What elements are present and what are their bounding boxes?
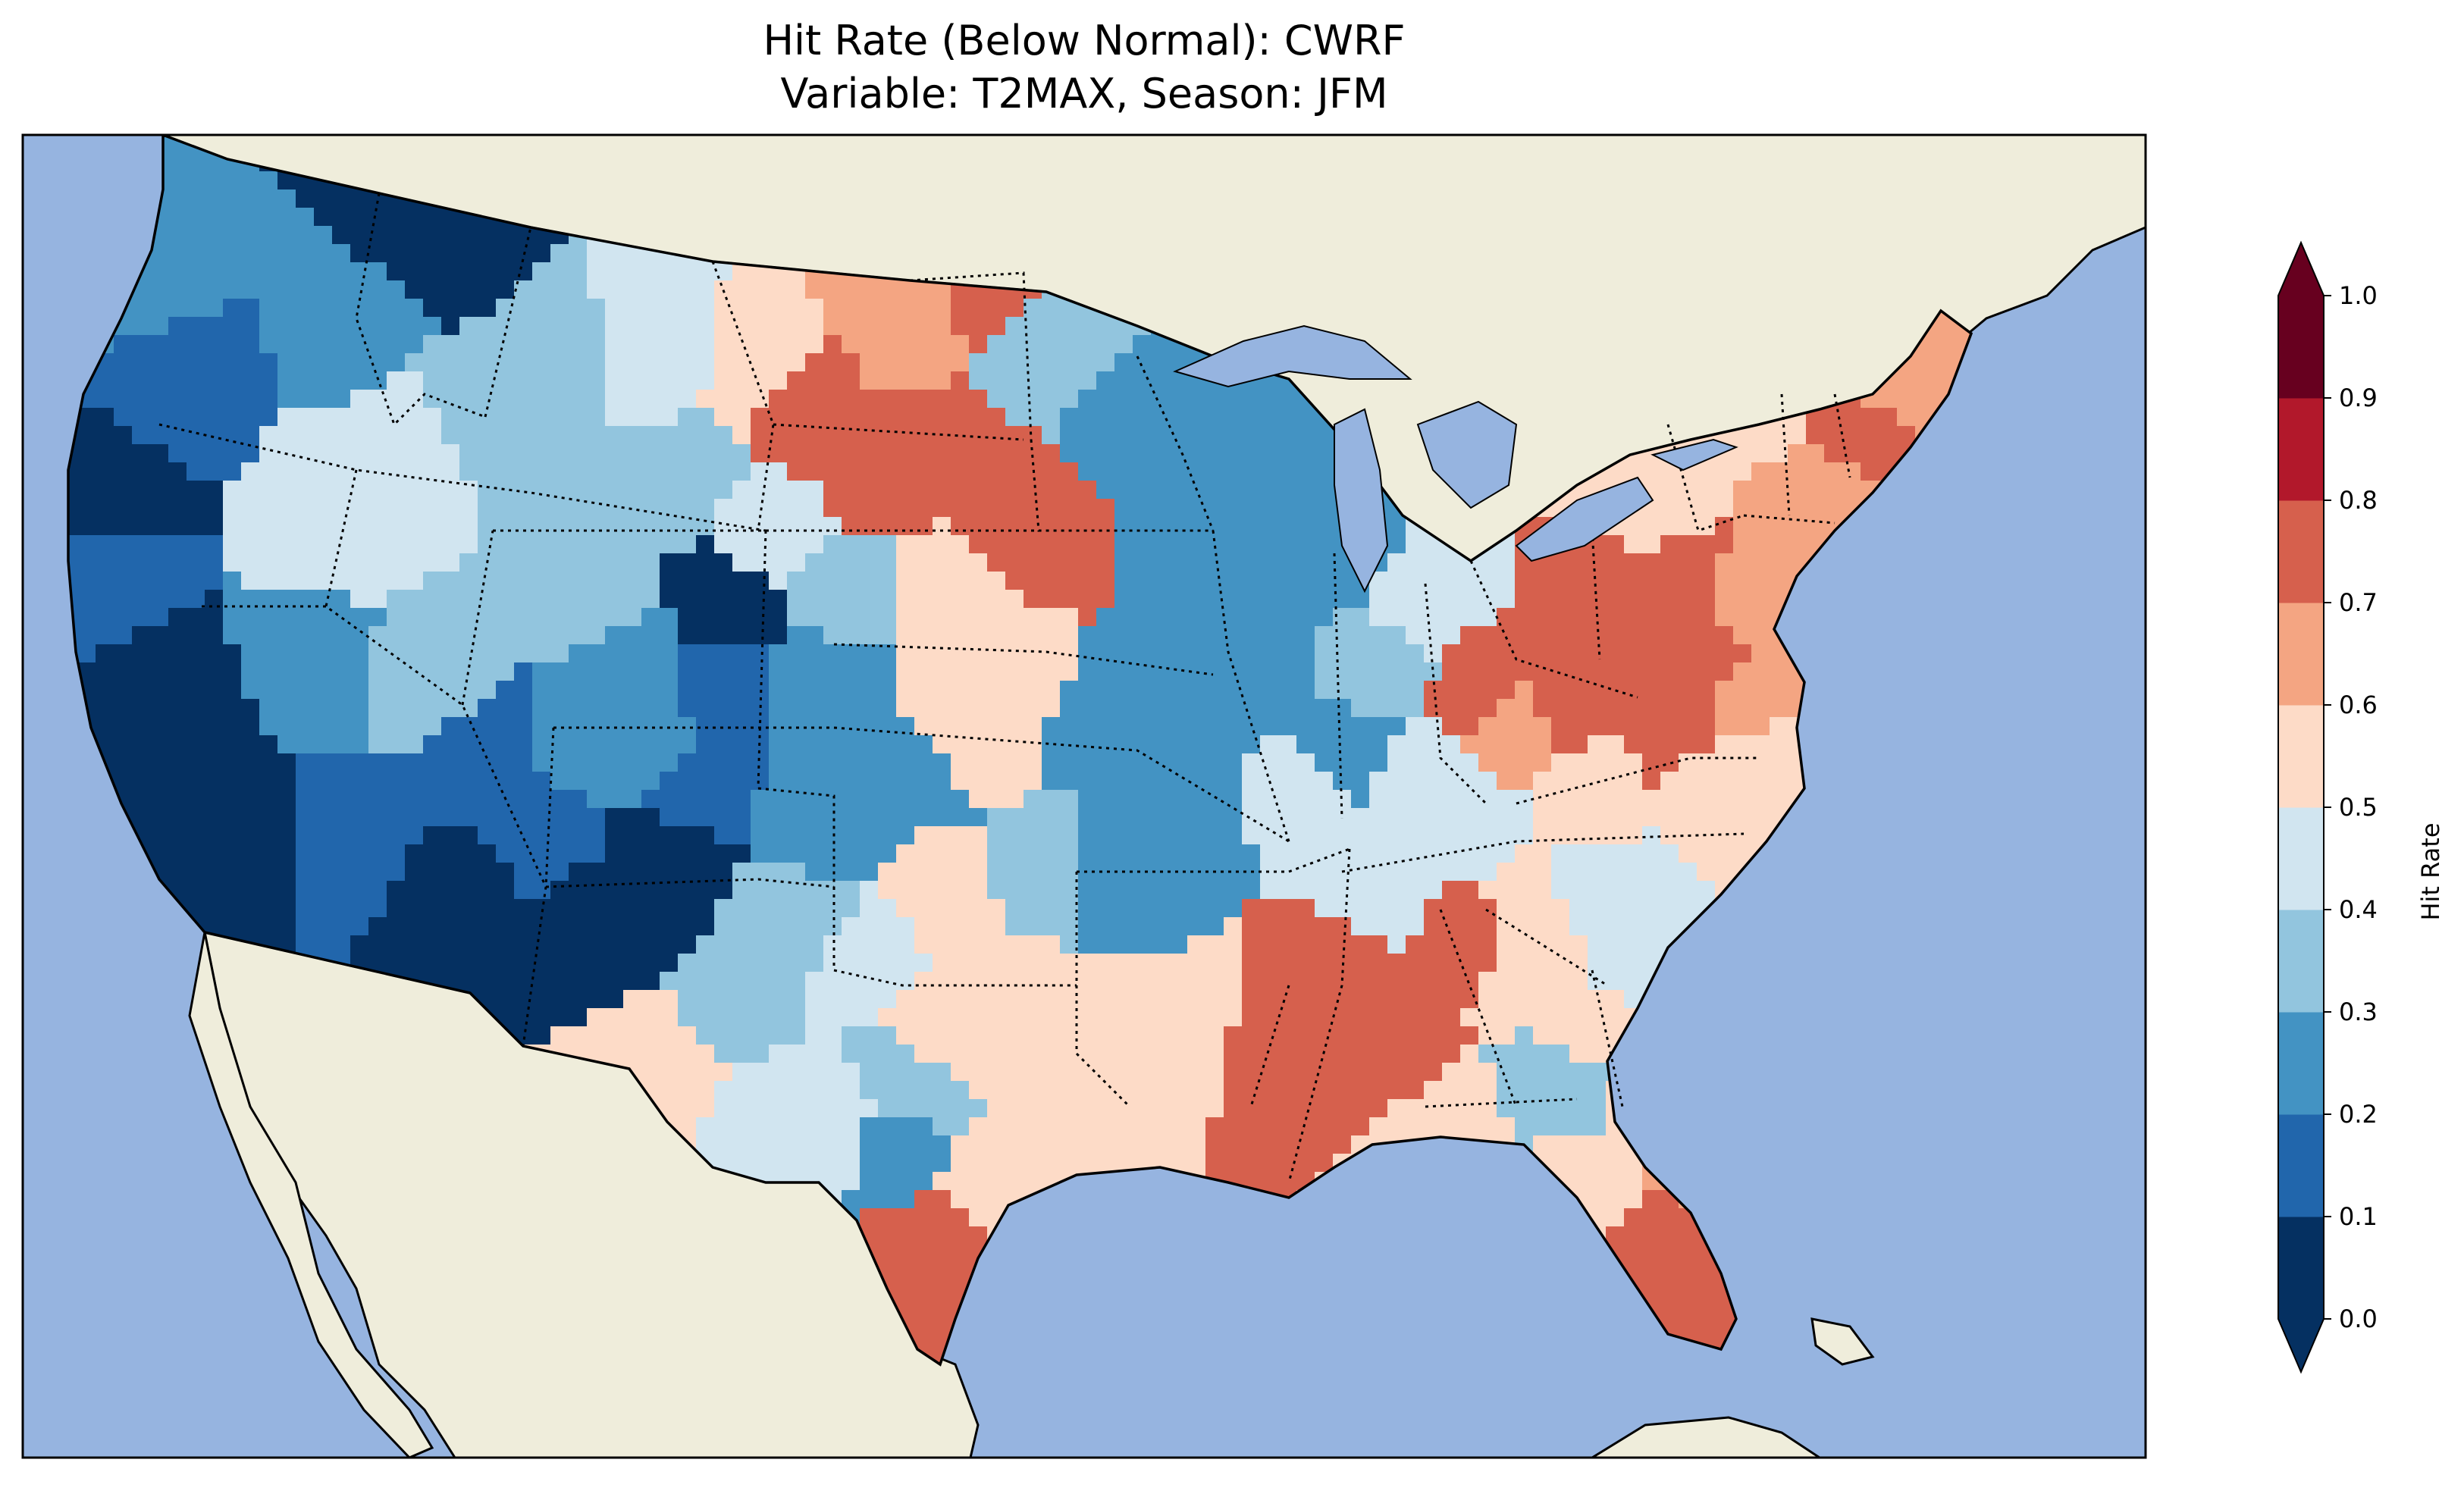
colorbar: 0.0 0.1 0.2 0.3 0.4 0.5 0.6 0.7 0.8 0.9 1.0 [2277,240,2378,1374]
colorbar-segment [2278,1217,2324,1320]
cuba-land [1810,1317,1875,1366]
colorbar-segment [2278,603,2324,706]
colorbar-tick-label: 0.8 [2339,486,2378,515]
colorbar-tick-label: 0.6 [2339,691,2378,719]
map-frame [21,133,2147,1459]
colorbar-segment [2278,500,2324,603]
baja-land [188,932,434,1458]
colorbar-tick-label: 0.3 [2339,998,2378,1026]
mexico-south-land [1590,1416,1822,1458]
colorbar-segment [2278,296,2324,399]
colorbar-segment [2278,807,2324,910]
colorbar-tick-label: 0.1 [2339,1202,2378,1231]
colorbar-segment [2278,1012,2324,1115]
map-title: Hit Rate (Below Normal): CWRF [763,17,1406,64]
map-subtitle: Variable: T2MAX, Season: JFM [780,70,1388,117]
colorbar-over-arrow [2278,243,2324,296]
colorbar-label: Hit Rate [2416,822,2445,921]
colorbar-tick-label: 0.2 [2339,1100,2378,1129]
us-coastline [67,135,1973,1367]
colorbar-tick-label: 0.0 [2339,1305,2378,1333]
colorbar-segment [2278,705,2324,808]
great-lakes [1173,324,1738,594]
colorbar-segment [2278,910,2324,1013]
map-area [23,135,2146,1458]
colorbar-segment [2278,398,2324,501]
colorbar-tick-label: 0.7 [2339,588,2378,617]
colorbar-tick-label: 0.4 [2339,895,2378,924]
colorbar-tick-label: 0.9 [2339,384,2378,412]
colorbar-tick-label: 1.0 [2339,281,2378,310]
colorbar-under-arrow [2278,1319,2324,1372]
colorbar-segment [2278,1114,2324,1217]
state-borders [158,193,1851,1183]
colorbar-tick-label: 0.5 [2339,793,2378,822]
